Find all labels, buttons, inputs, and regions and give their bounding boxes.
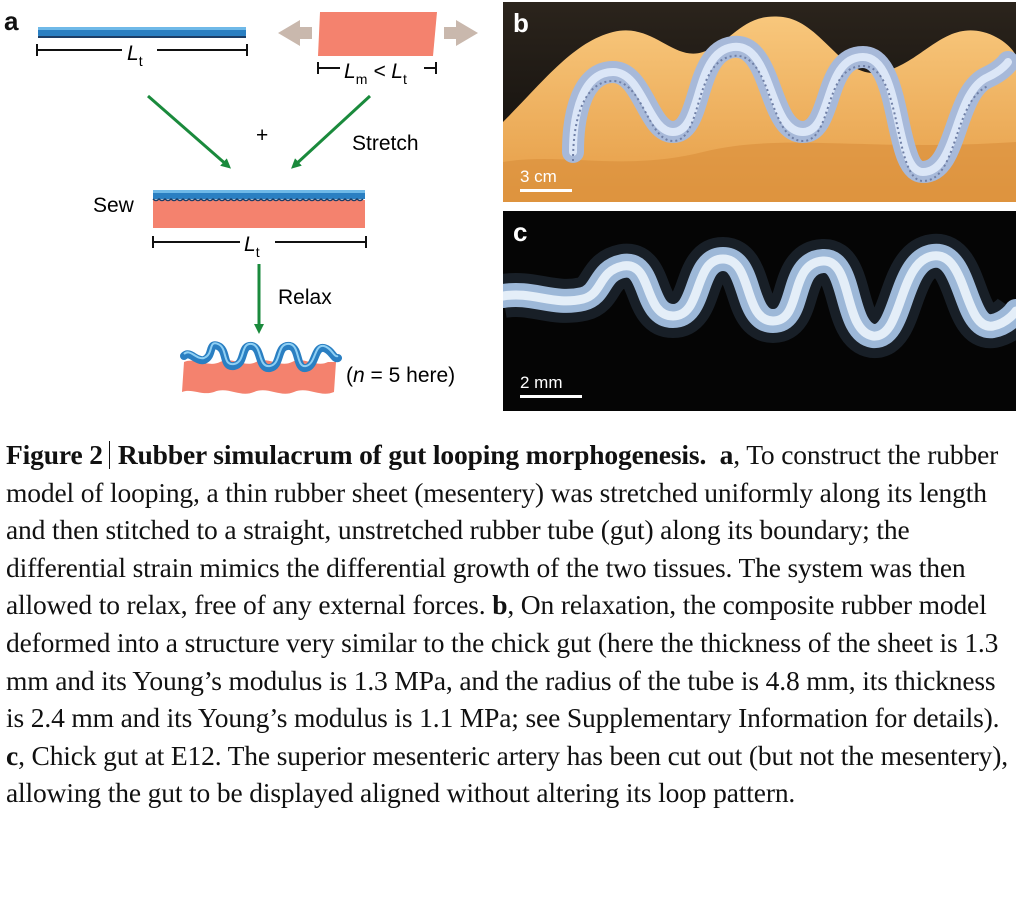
- caption-c-label: c: [6, 739, 19, 771]
- combine-arrow-right: [291, 94, 372, 169]
- caption-b-text: , On relaxation, the composite rubber mo…: [6, 589, 1000, 734]
- sewn-length-label: Lt: [244, 233, 260, 260]
- panel-b-rubber-model-photo: b 3 cm: [503, 2, 1016, 202]
- panel-b-letter: b: [513, 8, 529, 38]
- sewn-length-marker: [152, 236, 367, 248]
- tube-length-marker: [36, 44, 248, 56]
- rubber-model-image: [503, 2, 1016, 202]
- caption-c-text: , Chick gut at E12. The superior mesente…: [6, 739, 1008, 809]
- mesentery-sheet: [318, 12, 437, 56]
- panel-b-scale-label: 3 cm: [520, 167, 557, 186]
- caption-b-label: b: [492, 589, 508, 621]
- stretch-label: Stretch: [352, 132, 419, 155]
- plus-sign: +: [256, 124, 268, 147]
- panel-a-schematic: Lt Lm < Lt + Stretch Sew: [0, 0, 500, 420]
- caption-a-label: a: [719, 439, 734, 470]
- n-loops-note: (n = 5 here): [346, 364, 455, 387]
- tube-length-label: Lt: [127, 42, 143, 69]
- stretch-right-arrow: [444, 20, 478, 46]
- sew-label: Sew: [93, 194, 135, 217]
- relaxed-looped-model: [180, 341, 342, 394]
- combine-arrow-left: [147, 94, 232, 169]
- figure-caption: Figure 2 Rubber simulacrum of gut looping…: [6, 436, 1018, 812]
- sewn-composite: [152, 190, 365, 228]
- sheet-length-label: Lm < Lt: [344, 60, 407, 87]
- panel-c-chick-gut-photo: c 2 mm: [503, 211, 1016, 411]
- stretch-left-arrow: [278, 20, 312, 46]
- panel-b-scale-bar: 3 cm: [520, 167, 572, 192]
- unstretched-tube: [38, 27, 246, 38]
- figure-title: Rubber simulacrum of gut looping morphog…: [117, 439, 707, 470]
- panel-c-scale-label: 2 mm: [520, 373, 563, 392]
- panel-a-letter: a: [4, 6, 19, 36]
- panel-a-diagram: Lt Lm < Lt + Stretch Sew: [36, 12, 478, 394]
- sheet-length-marker: [317, 62, 437, 74]
- panel-c-letter: c: [513, 217, 528, 247]
- figure-label: Figure 2: [6, 439, 103, 470]
- caption-a-text: , To construct the rubber model of loopi…: [6, 439, 999, 621]
- panel-c-scale-bar: 2 mm: [520, 373, 582, 398]
- chick-gut-image: [503, 211, 1016, 411]
- panel-c-scale-line: [520, 395, 582, 398]
- relax-label: Relax: [278, 286, 332, 309]
- panel-b-scale-line: [520, 189, 572, 192]
- caption-separator: [108, 441, 110, 469]
